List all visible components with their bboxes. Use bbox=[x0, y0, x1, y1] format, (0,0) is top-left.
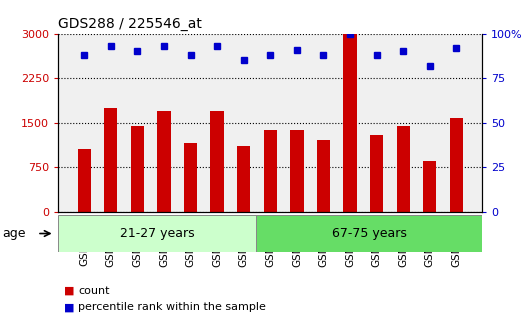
Text: GDS288 / 225546_at: GDS288 / 225546_at bbox=[58, 17, 202, 31]
Bar bbox=[423, 161, 436, 212]
Bar bbox=[263, 130, 277, 212]
Text: percentile rank within the sample: percentile rank within the sample bbox=[78, 302, 266, 312]
Bar bbox=[396, 126, 410, 212]
Text: count: count bbox=[78, 286, 110, 296]
Bar bbox=[184, 143, 197, 212]
Text: ■: ■ bbox=[64, 286, 74, 296]
Text: 21-27 years: 21-27 years bbox=[120, 227, 195, 240]
Bar bbox=[370, 134, 383, 212]
Bar bbox=[77, 149, 91, 212]
Bar bbox=[450, 118, 463, 212]
Bar bbox=[131, 126, 144, 212]
Bar bbox=[210, 111, 224, 212]
Bar bbox=[256, 215, 482, 252]
Text: ■: ■ bbox=[64, 302, 74, 312]
Bar bbox=[157, 111, 171, 212]
Text: 67-75 years: 67-75 years bbox=[332, 227, 407, 240]
Bar bbox=[317, 140, 330, 212]
Bar bbox=[237, 146, 250, 212]
Bar bbox=[343, 34, 357, 212]
Bar bbox=[104, 108, 118, 212]
Text: age: age bbox=[3, 227, 26, 240]
Bar bbox=[58, 215, 256, 252]
Bar bbox=[290, 130, 304, 212]
